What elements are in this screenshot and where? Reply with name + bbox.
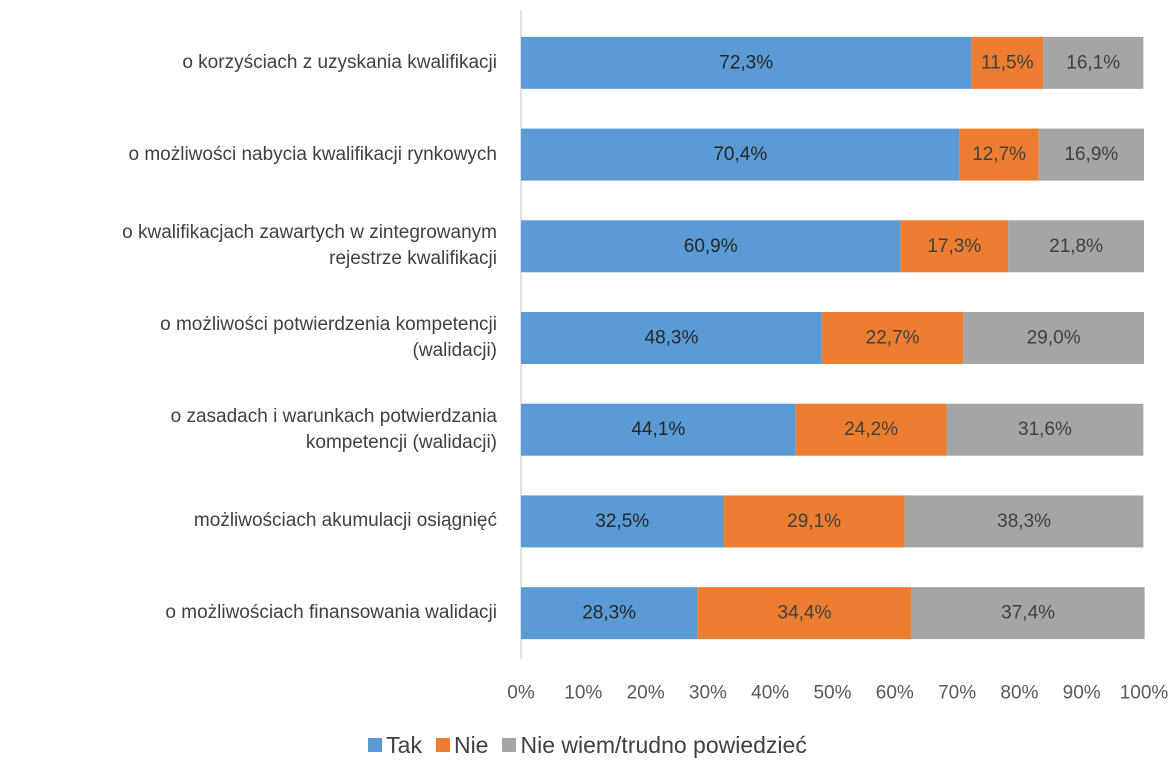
legend-swatch [368,738,383,752]
x-tick-label: 10% [564,683,602,704]
data-label: 22,7% [866,328,920,349]
data-label: 11,5% [981,52,1034,73]
bar-segment [697,587,912,640]
data-label: 29,0% [1027,328,1081,349]
data-label: 16,9% [1064,144,1118,165]
bar-segment [946,403,1144,456]
data-label: 72,3% [719,52,773,73]
data-label: 48,3% [645,328,699,349]
x-tick-label: 90% [1063,683,1101,704]
x-tick-label: 80% [1000,683,1038,704]
category-label: możliwościach akumulacji osiągnięć [193,510,497,532]
data-label: 28,3% [582,603,636,624]
bar-segment [1038,128,1144,181]
x-tick-label: 60% [876,683,914,704]
bar-segment [521,587,698,640]
category-label: o zasadach i warunkach potwierdzania kom… [170,405,497,453]
data-label: 70,4% [713,144,767,165]
bar-segment [1043,36,1144,89]
bar-segment [521,403,796,456]
data-label: 17,3% [927,236,981,257]
bar-segment [521,312,822,364]
legend: Tak Nie Nie wiem/trudno powiedzieć [0,728,1175,762]
x-tick-label: 40% [751,683,789,704]
bar-segment [723,495,905,548]
legend-label: Nie [453,731,489,758]
category-label: o możliwości nabycia kwalifikacji rynkow… [128,143,497,165]
data-label: 38,3% [997,511,1051,532]
bar-segment [1008,220,1144,273]
bar-segment [521,128,960,181]
legend-item: Nie wiem/trudno powiedzieć [502,731,807,759]
bar-segment [904,495,1144,548]
bar-segment [963,312,1144,364]
legend-item: Nie [435,731,489,759]
bar-segment [521,36,972,89]
data-label: 32,5% [595,511,649,532]
x-tick-label: 20% [627,683,665,704]
category-label: o kwalifikacjach zawartych w zintegrowan… [122,222,497,270]
data-label: 24,2% [844,419,898,440]
bar-segment [959,128,1039,181]
category-label: o możliwościach finansowania walidacji [165,602,497,624]
x-tick-label: 0% [507,683,535,704]
data-label: 44,1% [631,419,685,440]
x-tick-label: 100% [1120,683,1169,704]
legend-item: Tak [368,732,422,759]
bar-segment [521,220,901,273]
data-label: 29,1% [787,511,841,532]
legend-swatch [435,738,450,752]
x-tick-label: 50% [813,683,851,704]
data-label: 16,1% [1066,52,1120,73]
bar-segment [911,587,1145,640]
data-label: 31,6% [1018,419,1072,440]
bar-segment [900,220,1009,273]
legend-label: Tak [386,731,422,758]
bar-segment [971,36,1044,89]
bar-segment [795,403,947,456]
data-label: 21,8% [1049,236,1103,257]
legend-swatch [502,738,517,752]
data-label: 12,7% [972,144,1026,165]
legend-label: Nie wiem/trudno powiedzieć [520,731,807,758]
data-label: 60,9% [684,236,738,257]
data-label: 37,4% [1001,603,1055,624]
category-label: o możliwości potwierdzenia kompetencji (… [160,314,497,361]
data-label: 34,4% [778,603,832,624]
bar-segment [821,312,964,364]
x-tick-label: 70% [938,683,976,704]
x-tick-label: 30% [689,683,727,704]
category-label: o korzyściach z uzyskania kwalifikacji [182,51,497,73]
bar-segment [521,495,724,548]
